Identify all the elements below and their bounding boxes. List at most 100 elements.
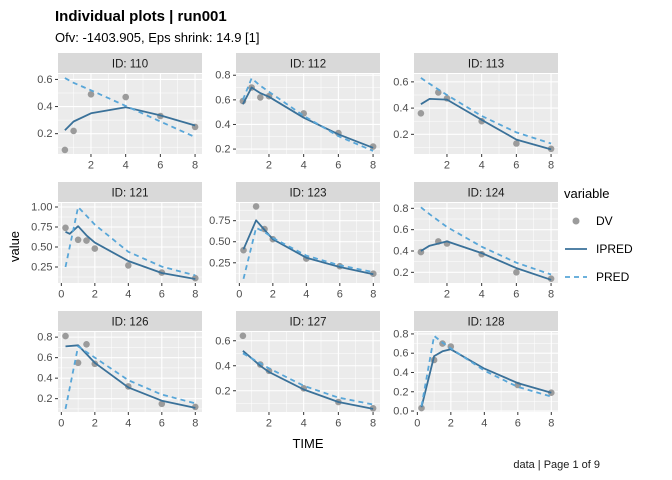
- facet-strip: [236, 53, 380, 73]
- facet-panel-123: ID: 123 0 2 4 6 8 0.25 0.50 0.75: [209, 182, 380, 301]
- svg-text:0.6: 0.6: [393, 348, 408, 360]
- svg-text:0.50: 0.50: [209, 236, 230, 248]
- dv-point: [62, 332, 69, 340]
- svg-text:4: 4: [303, 289, 309, 301]
- facet-panel-110: ID: 110 2 4 6 8 0.2 0.4 0.6: [37, 53, 202, 172]
- facet-strip-label: ID: 124: [467, 188, 505, 200]
- dv-point: [417, 110, 425, 117]
- svg-text:0.2: 0.2: [393, 386, 408, 398]
- dv-point: [83, 237, 90, 244]
- svg-text:2: 2: [444, 160, 450, 172]
- svg-text:0.4: 0.4: [393, 367, 408, 379]
- svg-text:8: 8: [548, 160, 554, 172]
- dv-point: [240, 246, 247, 254]
- ipred-line: [242, 219, 374, 276]
- svg-text:2: 2: [88, 160, 94, 172]
- svg-text:0.75: 0.75: [209, 215, 230, 227]
- ipred-line: [420, 98, 552, 151]
- pred-line: [420, 334, 552, 407]
- facet-strip: [414, 311, 558, 331]
- pred-line: [64, 77, 196, 138]
- svg-text:0.6: 0.6: [393, 76, 408, 88]
- svg-text:8: 8: [548, 418, 554, 430]
- facet-strip-label: ID: 112: [290, 59, 326, 71]
- ipred-line: [64, 106, 196, 131]
- svg-text:4: 4: [481, 418, 487, 430]
- ipred-line: [65, 225, 196, 280]
- facet-panel-121: ID: 121 0 2 4 6 8 0.25 0.50 0.75 1.00: [31, 182, 202, 301]
- svg-text:6: 6: [513, 160, 519, 172]
- panel-background: [58, 203, 202, 283]
- facet-panel-112: ID: 112 2 4 6 8 0.2 0.4 0.6 0.8: [215, 53, 380, 172]
- svg-text:0.25: 0.25: [209, 257, 230, 269]
- svg-text:0.4: 0.4: [215, 119, 230, 131]
- svg-text:0.4: 0.4: [37, 373, 52, 385]
- svg-text:4: 4: [301, 160, 307, 172]
- ipred-line: [65, 344, 196, 409]
- facet-strip-label: ID: 128: [467, 317, 504, 329]
- svg-text:0.4: 0.4: [393, 246, 408, 258]
- facet-strip-label: ID: 121: [111, 188, 148, 200]
- svg-text:6: 6: [515, 418, 521, 430]
- dv-point: [257, 94, 264, 101]
- legend-title: variable: [564, 186, 610, 201]
- page-subtitle: Ofv: -1403.905, Eps shrink: 14.9 [1]: [55, 30, 260, 45]
- svg-text:8: 8: [192, 160, 198, 172]
- dv-point: [513, 269, 520, 276]
- svg-text:0.2: 0.2: [215, 385, 230, 397]
- dv-point: [91, 245, 99, 252]
- dv-point: [83, 341, 90, 348]
- svg-text:4: 4: [479, 160, 485, 172]
- dv-point: [239, 332, 247, 340]
- svg-text:0.2: 0.2: [393, 267, 408, 279]
- dv-point: [62, 224, 69, 232]
- pred-dashed-line-key-icon: [565, 276, 587, 278]
- facet-grid: ID: 110 2 4 6 8 0.2 0.4 0.6 ID: 112 2 4 6 8 0.2 0.4 0.6…: [24, 53, 558, 440]
- svg-text:0: 0: [236, 289, 242, 301]
- pred-line: [242, 226, 374, 280]
- y-axis-label: value: [6, 53, 24, 440]
- dv-point: [122, 93, 129, 101]
- svg-text:4: 4: [479, 289, 485, 301]
- pred-line: [242, 352, 374, 406]
- dv-point: [74, 236, 82, 244]
- facet-strip: [414, 182, 558, 202]
- svg-text:0.8: 0.8: [393, 203, 408, 215]
- svg-text:0.6: 0.6: [37, 352, 52, 364]
- svg-text:8: 8: [192, 289, 198, 301]
- legend-item-pred: PRED: [564, 269, 664, 285]
- page-caption: data | Page 1 of 9: [513, 459, 600, 471]
- dv-point: [192, 403, 199, 411]
- svg-text:8: 8: [370, 289, 376, 301]
- svg-text:6: 6: [337, 289, 343, 301]
- legend: variable DV IPRED PRED: [564, 186, 664, 307]
- svg-text:2: 2: [448, 418, 454, 430]
- svg-text:4: 4: [301, 418, 307, 430]
- ipred-solid-line-key-icon: [565, 248, 587, 250]
- panel-background: [414, 74, 558, 154]
- panel-background: [236, 332, 380, 412]
- legend-label-pred: PRED: [596, 270, 630, 284]
- ipred-line: [420, 240, 552, 281]
- figure: value ID: 110 2 4 6 8 0.2 0.4 0.6 ID: 112 2 4 6 8 0.2…: [6, 53, 672, 440]
- x-axis-label: TIME: [292, 436, 324, 451]
- svg-text:8: 8: [548, 289, 554, 301]
- svg-text:4: 4: [125, 289, 131, 301]
- svg-text:0.8: 0.8: [215, 70, 230, 82]
- facet-strip: [58, 182, 202, 202]
- facet-strip-label: ID: 110: [112, 59, 148, 71]
- svg-text:0.6: 0.6: [215, 335, 230, 347]
- ipred-line: [242, 86, 374, 149]
- svg-text:0.2: 0.2: [215, 144, 230, 156]
- svg-text:0.0: 0.0: [393, 406, 408, 418]
- svg-text:4: 4: [125, 418, 131, 430]
- dv-point: [252, 203, 260, 210]
- facet-panel-113: ID: 113 2 4 6 8 0.2 0.4 0.6: [393, 53, 558, 172]
- dv-point: [369, 143, 377, 150]
- svg-text:2: 2: [270, 289, 276, 301]
- facet-strip-label: ID: 127: [289, 317, 326, 329]
- dv-point: [125, 262, 132, 269]
- svg-text:0.4: 0.4: [393, 103, 408, 115]
- svg-text:6: 6: [335, 418, 341, 430]
